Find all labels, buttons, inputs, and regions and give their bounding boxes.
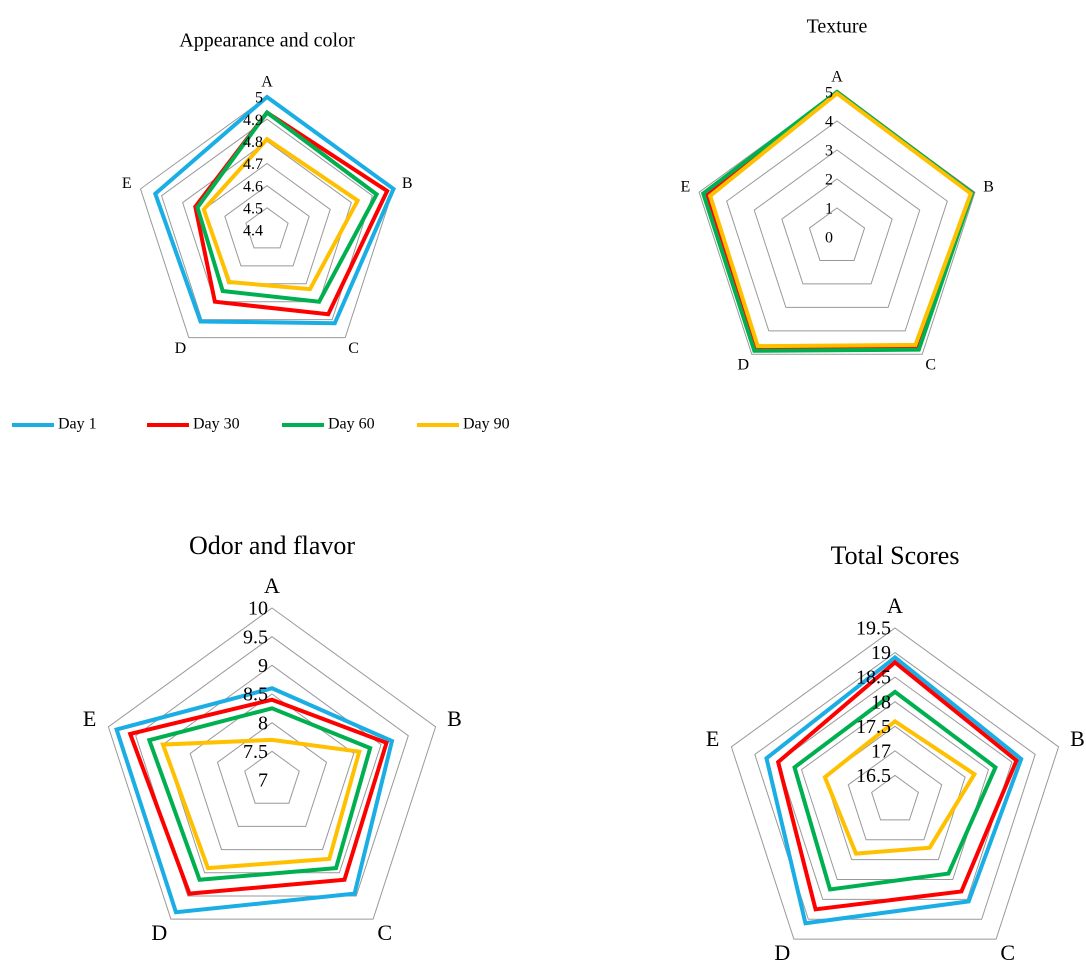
- grid-ring: [847, 750, 943, 841]
- axis-label: C: [1000, 940, 1015, 963]
- tick-label: 10: [248, 598, 268, 620]
- tick-label: 3: [825, 143, 833, 160]
- tick-label: 9.5: [243, 626, 268, 648]
- tick-label: 4.6: [243, 178, 263, 195]
- axis-label: A: [831, 68, 843, 85]
- tick-label: 1: [825, 201, 833, 218]
- tick-label: 5: [825, 85, 833, 102]
- tick-label: 18.5: [856, 667, 891, 689]
- chart-title: Appearance and color: [179, 30, 355, 52]
- axis-label: A: [887, 593, 903, 618]
- axis-label: B: [402, 175, 413, 192]
- axis-label: B: [1070, 726, 1085, 751]
- tick-label: 18: [871, 691, 891, 713]
- series-line: [707, 90, 974, 349]
- grid-ring: [754, 651, 1036, 920]
- series-line: [114, 686, 395, 915]
- chart-title: Texture: [807, 16, 868, 38]
- grid-ring: [777, 676, 1013, 900]
- series-line: [146, 706, 373, 882]
- grid-ring: [244, 750, 300, 804]
- tick-label: 4.4: [243, 223, 263, 240]
- series-line: [764, 654, 1024, 926]
- tick-label: 5: [255, 90, 263, 107]
- grid-ring: [808, 207, 866, 261]
- axis-label: C: [348, 340, 359, 357]
- grid-ring: [245, 207, 289, 249]
- series-line: [700, 89, 975, 353]
- tick-label: 4.9: [243, 112, 263, 129]
- grid-ring: [698, 91, 976, 355]
- series-line: [822, 718, 978, 856]
- grid-ring: [182, 140, 352, 303]
- tick-label: 4.8: [243, 134, 263, 151]
- axis-label: A: [261, 73, 273, 90]
- series-line: [127, 697, 389, 896]
- tick-label: 7: [258, 770, 268, 792]
- axis-label: E: [122, 175, 132, 192]
- chart-title: Total Scores: [831, 541, 960, 570]
- tick-label: 7.5: [243, 741, 268, 763]
- grid-ring: [871, 774, 919, 821]
- axis-label: A: [264, 573, 280, 598]
- axis-label: D: [738, 357, 750, 374]
- legend-label: Day 90: [463, 416, 510, 433]
- grid-ring: [730, 627, 1060, 940]
- tick-label: 4.5: [243, 201, 263, 218]
- axis-label: D: [151, 920, 167, 945]
- series-line: [792, 689, 998, 892]
- series-line: [160, 737, 362, 871]
- tick-label: 4.7: [243, 156, 263, 173]
- axis-label: C: [925, 357, 936, 374]
- chart-title: Odor and flavor: [189, 531, 355, 560]
- tick-label: 19.5: [856, 618, 891, 640]
- series-line: [775, 659, 1019, 912]
- grid-ring: [224, 185, 310, 267]
- axis-label: E: [681, 178, 691, 195]
- tick-label: 4: [825, 114, 833, 131]
- legend-label: Day 1: [58, 416, 97, 433]
- grid-ring: [726, 120, 948, 332]
- legend-label: Day 60: [328, 416, 375, 433]
- grid-ring: [216, 722, 328, 827]
- series-line: [152, 94, 396, 326]
- grid-ring: [781, 178, 893, 285]
- tick-label: 17.5: [856, 716, 891, 738]
- grid-ring: [161, 118, 373, 321]
- tick-label: 2: [825, 172, 833, 189]
- tick-label: 8.5: [243, 684, 268, 706]
- grid-ring: [107, 607, 437, 920]
- series-line: [201, 136, 361, 292]
- legend-label: Day 30: [193, 416, 240, 433]
- tick-label: 0: [825, 230, 833, 247]
- grid-ring: [753, 149, 921, 308]
- axis-label: C: [377, 920, 392, 945]
- axis-label: D: [175, 340, 187, 357]
- tick-label: 16.5: [856, 765, 891, 787]
- axis-label: D: [774, 940, 790, 963]
- axis-label: B: [447, 706, 462, 731]
- axis-label: E: [83, 706, 96, 731]
- tick-label: 8: [258, 712, 268, 734]
- axis-label: E: [706, 726, 719, 751]
- tick-label: 19: [871, 642, 891, 664]
- tick-label: 17: [871, 740, 891, 762]
- axis-label: B: [983, 178, 994, 195]
- tick-label: 9: [258, 655, 268, 677]
- series-line: [195, 109, 380, 304]
